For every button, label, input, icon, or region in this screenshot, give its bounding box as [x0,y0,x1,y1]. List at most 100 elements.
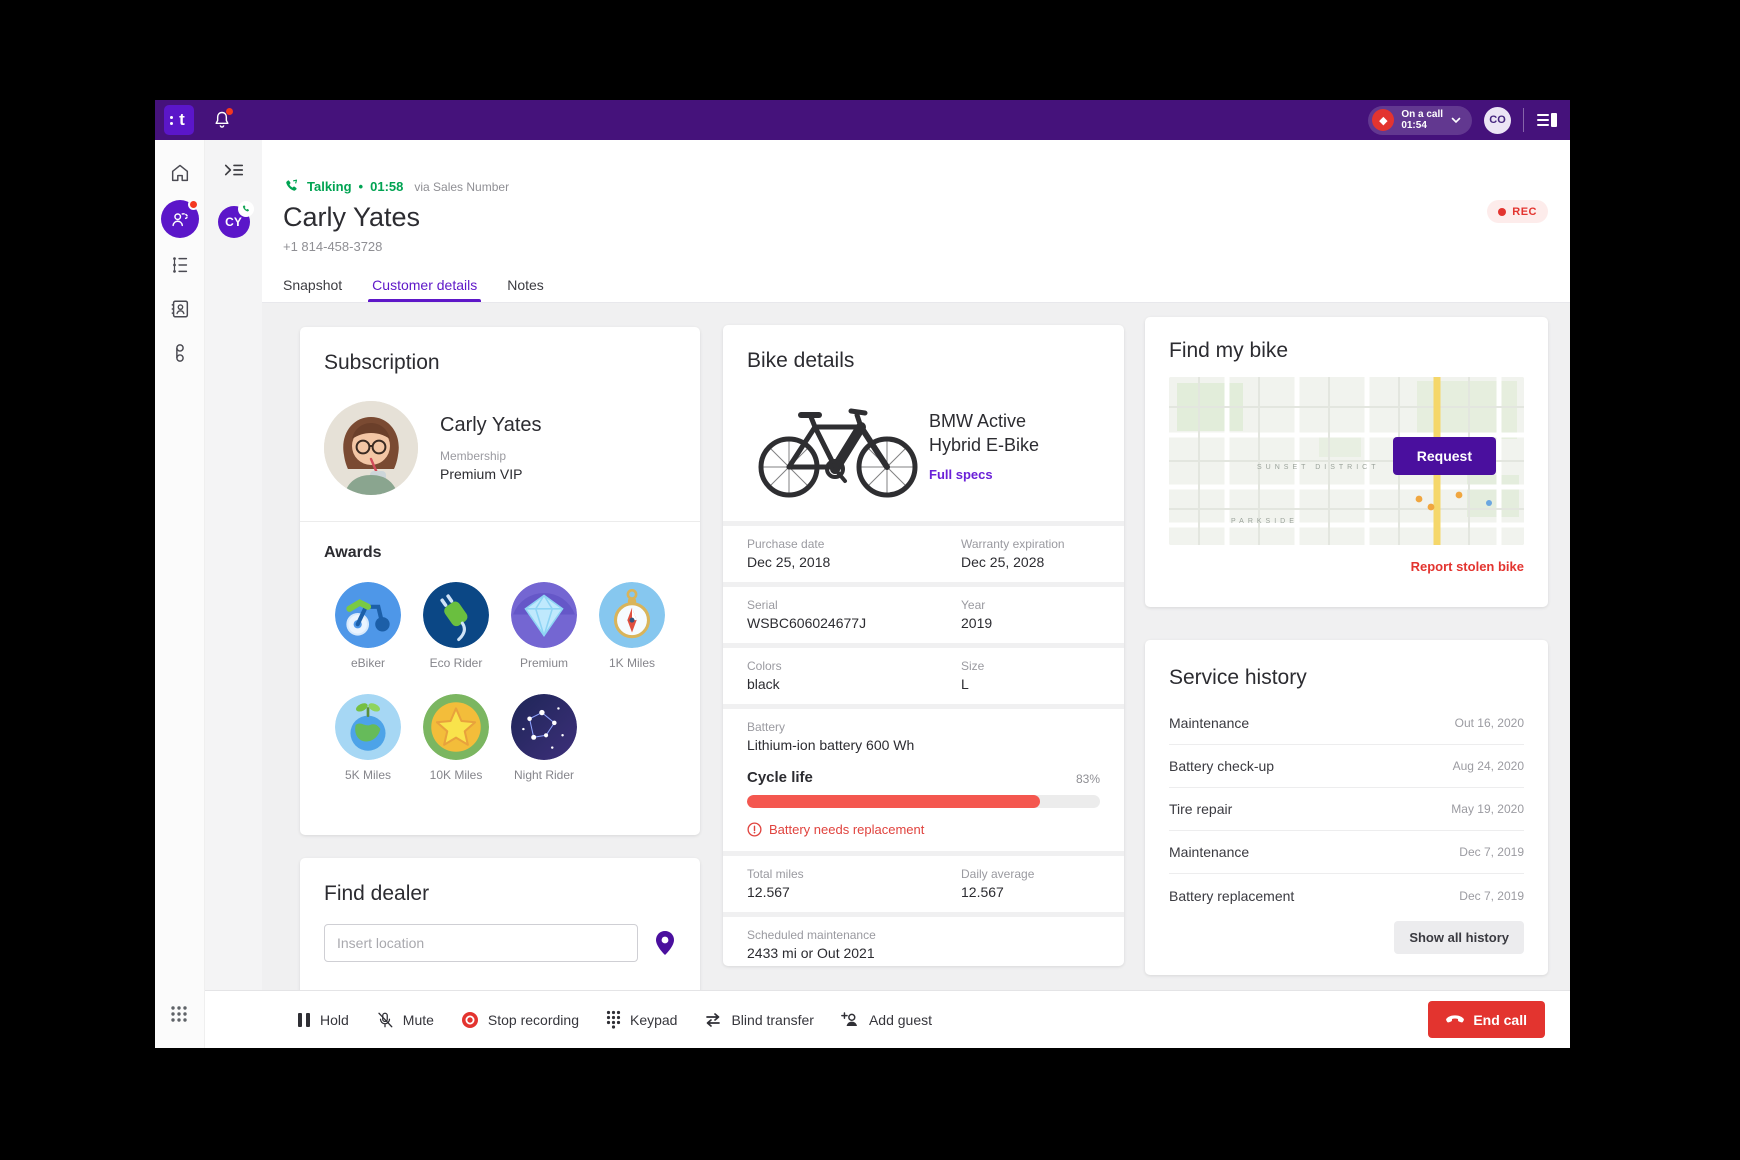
end-call-button[interactable]: End call [1428,1001,1545,1038]
tab-snapshot[interactable]: Snapshot [283,276,343,293]
service-history-list: Maintenance Out 16, 2020 Battery check-u… [1169,702,1524,917]
bike-map[interactable]: SUNSET DISTRICT PARKSIDE Request [1169,377,1524,545]
mic-slash-icon [378,1012,393,1027]
total-miles-value: 12.567 [747,884,790,900]
award-1k-miles: 1K Miles [588,582,676,670]
serial-value: WSBC606024677J [747,615,867,631]
find-dealer-title: Find dealer [324,882,430,905]
sidebar-voicemail-icon[interactable] [169,342,191,364]
purchase-warranty-section: Purchase date Dec 25, 2018 Warranty expi… [723,521,1124,582]
mute-button[interactable]: Mute [376,1011,434,1029]
award-eco-rider-icon [423,582,489,648]
dealer-location-input[interactable] [324,924,638,962]
scheduled-maintenance-label: Scheduled maintenance [747,928,876,942]
tab-bar: Snapshot Customer details Notes [262,267,1570,303]
content-area: Subscription Carly Yates Membership Prem… [262,303,1570,998]
keypad-button[interactable]: Keypad [606,1010,677,1029]
bike-model-name: BMW Active Hybrid E-Bike [929,411,1040,455]
notifications-bell-icon[interactable] [212,108,233,130]
layout-panel-icon[interactable] [1536,111,1558,129]
status-separator: • [358,179,364,194]
stop-recording-button[interactable]: Stop recording [461,1011,579,1029]
agent-avatar[interactable]: CO [1484,106,1511,134]
conversations-badge [187,199,199,210]
award-1k-miles-icon [599,582,665,648]
award-eco-rider: Eco Rider [412,582,500,670]
call-timer: 01:58 [370,179,404,194]
call-via-label: via Sales Number [414,179,510,194]
serial-year-section: Serial WSBC606024677J Year 2019 [723,582,1124,643]
sidebar-contacts-icon[interactable] [169,298,191,320]
call-in-progress-icon [237,201,254,217]
membership-label: Membership [440,449,507,463]
chevron-down-icon [1451,117,1461,124]
colors-size-section: Colors black Size L [723,643,1124,704]
awards-title: Awards [324,544,382,561]
colors-label: Colors [747,659,782,673]
report-stolen-bike-link[interactable]: Report stolen bike [1410,559,1524,574]
logo-dots-icon [170,116,173,119]
year-value: 2019 [961,615,993,631]
award-10k-miles-icon [423,694,489,760]
tab-customer-details[interactable]: Customer details [368,267,482,302]
add-guest-button[interactable]: Add guest [841,1011,932,1028]
size-label: Size [961,659,985,673]
purchase-date-value: Dec 25, 2018 [747,554,831,570]
blind-transfer-button[interactable]: Blind transfer [704,1012,814,1028]
full-specs-link[interactable]: Full specs [929,467,993,482]
show-all-history-button[interactable]: Show all history [1394,921,1524,954]
logo-letter: t [179,110,185,129]
rec-dot-icon [1498,207,1507,216]
collapse-panel-icon[interactable] [223,160,245,180]
transfer-arrows-icon [706,1012,721,1027]
map-label-parkside: PARKSIDE [1231,518,1298,525]
alert-info-icon [747,822,762,837]
hold-button[interactable]: Hold [297,1012,349,1028]
service-history-title: Service history [1169,666,1307,689]
active-call-avatar[interactable]: CY [217,201,254,238]
daily-average-value: 12.567 [961,884,1004,900]
tab-notes[interactable]: Notes [507,276,544,293]
end-call-phone-icon [1446,1015,1465,1023]
service-history-row: Tire repair May 19, 2020 [1169,788,1524,831]
sidebar-home-icon[interactable] [169,162,191,184]
cycle-life-progress-fill [747,795,1040,808]
request-button[interactable]: Request [1392,437,1496,475]
sidebar-conversations-icon[interactable] [160,199,199,238]
award-5k-miles: 5K Miles [324,694,412,782]
customer-photo-avatar [324,401,418,495]
call-header: Talking • 01:58 via Sales Number Carly Y… [262,140,1570,303]
battery-warning: Battery needs replacement [747,822,1100,837]
call-status-pill[interactable]: ◆ On a call 01:54 [1368,105,1472,135]
service-history-row: Maintenance Out 16, 2020 [1169,702,1524,745]
daily-average-label: Daily average [961,867,1035,881]
sidebar-activity-icon[interactable] [169,254,191,276]
membership-value: Premium VIP [440,466,523,482]
award-ebiker: eBiker [324,582,412,670]
add-person-icon [841,1012,857,1026]
warranty-value: Dec 25, 2028 [961,554,1045,570]
subscription-title: Subscription [324,351,440,374]
warranty-label: Warranty expiration [961,537,1065,551]
subscription-card: Subscription Carly Yates Membership Prem… [300,327,700,835]
sidebar-apps-grid-icon[interactable] [169,1004,191,1026]
battery-warning-text: Battery needs replacement [769,822,925,837]
card-divider [300,521,700,522]
map-pin-icon[interactable] [654,930,676,956]
rec-label: REC [1512,205,1537,218]
bike-image [747,385,929,505]
pause-icon [298,1012,310,1027]
award-10k-miles: 10K Miles [412,694,500,782]
award-night-rider-icon [511,694,577,760]
app-logo[interactable]: t [164,105,194,135]
awards-grid: eBiker Eco Rider Premium [324,582,676,782]
award-5k-miles-icon [335,694,401,760]
service-history-row: Maintenance Dec 7, 2019 [1169,831,1524,874]
top-bar: t ◆ On a call 01:54 CO [155,100,1570,140]
purchase-date-label: Purchase date [747,537,825,551]
topbar-right: ◆ On a call 01:54 CO [1368,105,1570,135]
contact-name: Carly Yates [283,202,421,232]
subscription-customer-name: Carly Yates [440,414,542,436]
bike-details-card: Bike details BMW Active Hybrid E-Bike Fu… [723,325,1124,966]
